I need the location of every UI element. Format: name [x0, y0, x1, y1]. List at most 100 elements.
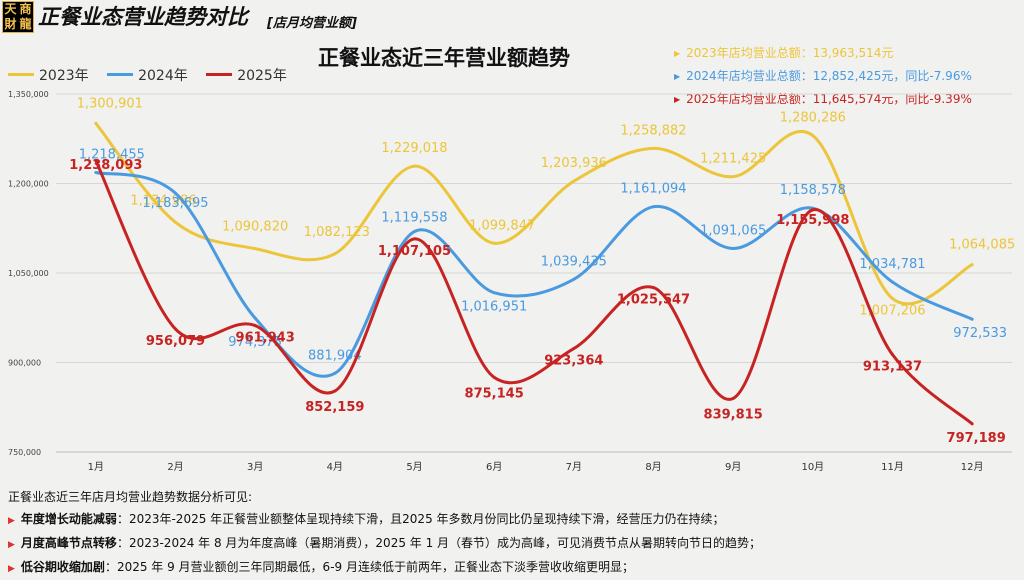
data-label: 1,091,065 [700, 223, 766, 238]
data-label: 1,064,085 [949, 238, 1015, 253]
x-tick-label: 3月 [247, 461, 263, 473]
data-label: 1,090,820 [222, 220, 288, 235]
data-label: 1,025,547 [617, 293, 690, 308]
data-point [492, 241, 496, 245]
data-point [572, 277, 576, 281]
data-label: 839,815 [704, 407, 763, 422]
logo: 天 商 財 龍 [2, 1, 34, 33]
summary-row-2025: ▶ 2025年店均营业总额：11,645,574元，同比-9.39% [674, 88, 972, 111]
data-label: 1,034,781 [859, 257, 925, 272]
data-point [174, 191, 177, 195]
data-point [413, 237, 416, 241]
data-label: 972,533 [953, 326, 1007, 341]
data-point [174, 220, 177, 224]
analysis-point-head: 月度高峰节点转移 [20, 536, 117, 550]
data-point [94, 170, 98, 174]
data-point [891, 280, 894, 284]
data-label: 1,158,578 [780, 183, 846, 198]
x-tick-label: 8月 [645, 461, 661, 473]
data-point [253, 316, 257, 320]
analysis-point-text: ：2023年-2025 年正餐营业额整体呈现持续下滑，且2025 年多数月份同比… [116, 512, 725, 526]
y-tick-label: 1,200,000 [8, 180, 49, 189]
x-tick-label: 1月 [88, 461, 104, 473]
analysis-point: ▶ 月度高峰节点转移：2023-2024 年 8 月为年度高峰（暑期消费），202… [8, 532, 1018, 556]
logo-char: 財 [4, 17, 17, 31]
data-point [333, 252, 337, 256]
data-point [253, 247, 257, 251]
data-label: 1,218,455 [79, 147, 145, 162]
y-tick-label: 1,050,000 [8, 269, 49, 278]
summary-box: ▶ 2023年店均营业总额：13,963,514元 ▶ 2024年店均营业总额：… [674, 42, 972, 111]
data-label: 1,082,123 [304, 225, 370, 240]
data-label: 1,039,435 [541, 254, 607, 269]
data-label: 881,904 [308, 348, 362, 363]
data-point [652, 146, 655, 150]
x-tick-label: 6月 [486, 461, 502, 473]
data-label: 1,155,998 [776, 213, 849, 228]
data-point [333, 371, 337, 375]
chart-legend: 2023年 2024年 2025年 [8, 64, 301, 85]
x-tick-label: 10月 [801, 461, 824, 473]
summary-text: 2023年店均营业总额：13,963,514元 [686, 46, 894, 60]
series-line-2023年 [94, 122, 973, 306]
data-label: 1,016,951 [461, 300, 527, 315]
x-tick-label: 5月 [406, 461, 422, 473]
y-tick-label: 1,350,000 [8, 90, 49, 99]
bullet-icon: ▶ [674, 72, 681, 81]
data-point [970, 317, 974, 321]
y-tick-label: 750,000 [8, 448, 41, 457]
data-label: 1,183,695 [142, 196, 208, 211]
analysis-point-head: 低谷期收缩加剧 [20, 560, 105, 574]
data-label: 1,203,936 [541, 156, 607, 171]
analysis-point-text: ：2023-2024 年 8 月为年度高峰（暑期消费），2025 年 1 月（春… [116, 536, 762, 550]
analysis-point: ▶ 年度增长动能减弱：2023年-2025 年正餐营业额整体呈现持续下滑，且202… [8, 508, 1018, 532]
data-label: 1,300,901 [77, 96, 143, 111]
bullet-icon: ▶ [8, 564, 15, 574]
data-point [731, 396, 735, 400]
legend-label: 2024年 [138, 67, 188, 84]
legend-item-2024: 2024年 [107, 65, 188, 85]
data-point [413, 164, 416, 168]
data-label: 1,107,105 [378, 244, 451, 259]
bullet-icon: ▶ [8, 516, 15, 526]
data-label: 1,211,425 [700, 152, 766, 167]
data-label: 875,145 [465, 386, 524, 401]
data-point [891, 353, 894, 357]
legend-swatch [107, 73, 134, 76]
logo-char: 龍 [19, 17, 32, 31]
data-label: 1,007,206 [859, 304, 925, 319]
page-title: 正餐业态营业趋势对比 [38, 5, 248, 29]
data-label: 961,943 [236, 331, 295, 346]
legend-swatch [206, 73, 233, 76]
data-point [94, 121, 98, 125]
page-subtitle: [店月均营业额] [267, 16, 357, 31]
header-bar: 天 商 財 龍 正餐业态营业趋势对比 [店月均营业额] [0, 0, 1024, 34]
summary-row-2023: ▶ 2023年店均营业总额：13,963,514元 [674, 42, 972, 65]
chart-title: 正餐业态近三年营业额趋势 [318, 46, 570, 70]
data-point [652, 205, 655, 209]
data-label: 1,280,286 [780, 111, 846, 126]
y-tick-label: 900,000 [8, 359, 41, 368]
logo-char: 商 [19, 2, 32, 16]
analysis-point-head: 年度增长动能减弱 [20, 512, 117, 526]
data-label: 1,229,018 [381, 141, 447, 156]
x-tick-label: 9月 [725, 461, 741, 473]
legend-swatch [8, 73, 34, 76]
summary-text: 2024年店均营业总额：12,852,425元，同比-7.96% [686, 69, 972, 83]
x-tick-label: 11月 [881, 461, 904, 473]
summary-text: 2025年店均营业总额：11,645,574元，同比-9.39% [686, 92, 972, 106]
data-label: 1,119,558 [381, 210, 447, 225]
series-line-2025年 [94, 160, 974, 425]
data-point [174, 327, 177, 331]
data-point [731, 175, 735, 179]
data-label: 1,258,882 [620, 123, 686, 138]
data-point [811, 208, 815, 212]
data-label: 956,079 [146, 334, 205, 349]
analysis-intro: 正餐业态近三年店月均营业趋势数据分析可见: [8, 490, 253, 504]
legend-label: 2025年 [237, 67, 287, 84]
series-line-2024年 [95, 171, 973, 378]
data-point [94, 159, 98, 163]
data-label: 923,364 [544, 354, 603, 369]
data-label: 797,189 [947, 431, 1006, 446]
analysis-point-text: ：2025 年 9 月营业额创三年同期最低，6-9 月连续低于前两年，正餐业态下… [104, 560, 634, 574]
